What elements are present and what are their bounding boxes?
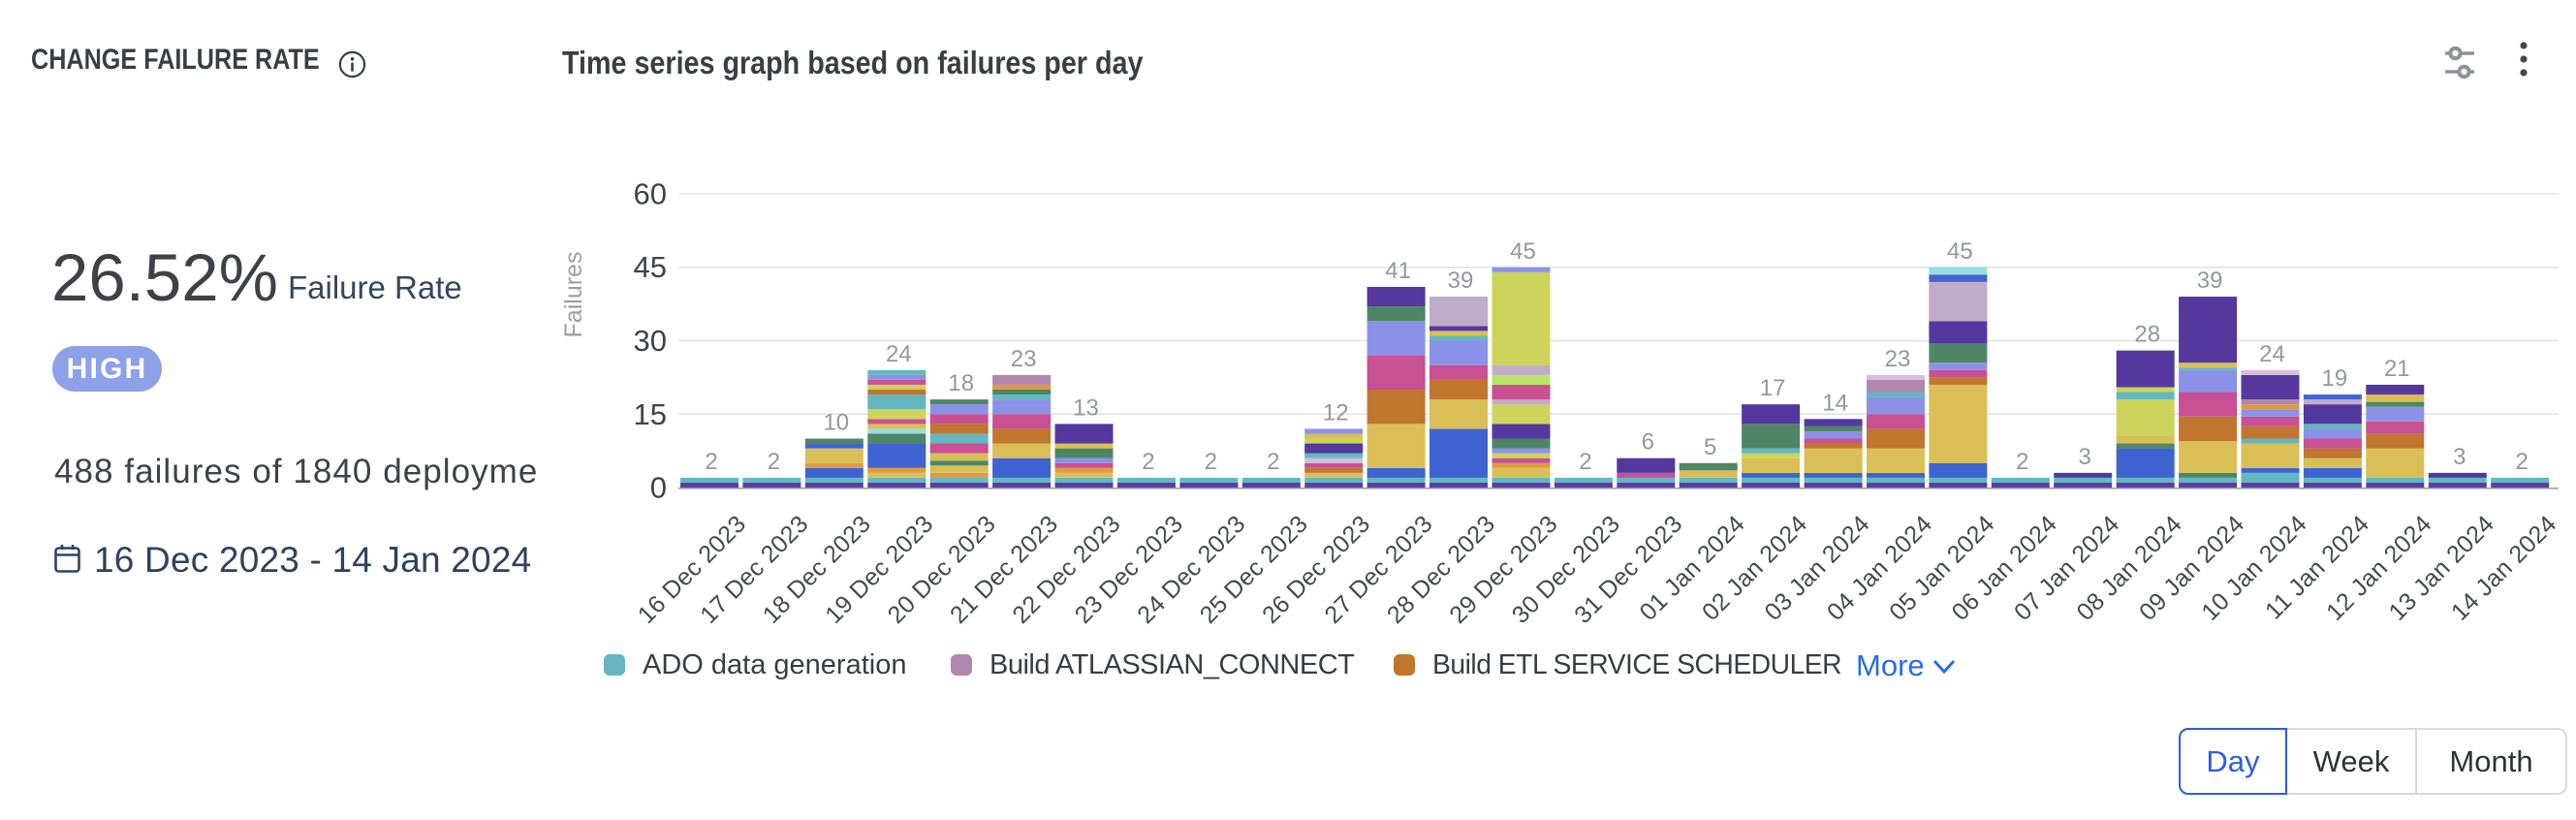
svg-text:45: 45 <box>1510 238 1536 265</box>
svg-text:60: 60 <box>634 177 667 211</box>
svg-text:2: 2 <box>1579 449 1591 475</box>
svg-text:0: 0 <box>650 471 667 505</box>
svg-text:6: 6 <box>1642 429 1654 456</box>
svg-text:27 Dec 2023: 27 Dec 2023 <box>1319 510 1437 628</box>
svg-text:23 Dec 2023: 23 Dec 2023 <box>1070 510 1188 628</box>
svg-text:39: 39 <box>2197 268 2223 294</box>
svg-text:25 Dec 2023: 25 Dec 2023 <box>1195 510 1313 628</box>
svg-text:23: 23 <box>1011 346 1037 372</box>
svg-text:20 Dec 2023: 20 Dec 2023 <box>883 510 1001 628</box>
svg-text:41: 41 <box>1385 258 1411 284</box>
svg-text:24: 24 <box>2259 341 2285 367</box>
svg-text:21: 21 <box>2384 356 2410 382</box>
svg-text:22 Dec 2023: 22 Dec 2023 <box>1007 510 1125 628</box>
svg-text:Failures: Failures <box>560 252 587 338</box>
svg-text:21 Dec 2023: 21 Dec 2023 <box>945 510 1063 628</box>
svg-text:15: 15 <box>634 397 667 431</box>
svg-text:39: 39 <box>1448 268 1474 294</box>
svg-text:18: 18 <box>948 370 974 396</box>
svg-text:12: 12 <box>1323 399 1349 426</box>
svg-text:30: 30 <box>634 324 667 358</box>
svg-text:2: 2 <box>1267 449 1279 475</box>
svg-text:5: 5 <box>1704 434 1716 460</box>
svg-text:17 Dec 2023: 17 Dec 2023 <box>695 510 813 628</box>
svg-text:28: 28 <box>2134 322 2160 348</box>
svg-text:17: 17 <box>1760 375 1786 401</box>
svg-text:18 Dec 2023: 18 Dec 2023 <box>758 510 876 628</box>
svg-text:28 Dec 2023: 28 Dec 2023 <box>1382 510 1500 628</box>
svg-text:3: 3 <box>2453 444 2466 470</box>
svg-text:14: 14 <box>1822 390 1848 416</box>
svg-text:23: 23 <box>1885 346 1911 372</box>
svg-text:45: 45 <box>1947 238 1973 265</box>
svg-text:24: 24 <box>886 341 912 367</box>
svg-text:16 Dec 2023: 16 Dec 2023 <box>633 510 751 628</box>
svg-text:2: 2 <box>705 449 717 475</box>
svg-text:2: 2 <box>2516 449 2529 475</box>
svg-text:30 Dec 2023: 30 Dec 2023 <box>1507 510 1625 628</box>
svg-text:31 Dec 2023: 31 Dec 2023 <box>1569 510 1687 628</box>
svg-text:10: 10 <box>823 410 849 436</box>
svg-text:2: 2 <box>768 449 780 475</box>
svg-text:19: 19 <box>2322 365 2348 392</box>
svg-text:26 Dec 2023: 26 Dec 2023 <box>1257 510 1375 628</box>
svg-text:45: 45 <box>634 250 667 284</box>
svg-text:2: 2 <box>2016 449 2028 475</box>
svg-text:2: 2 <box>1142 449 1154 475</box>
svg-text:13: 13 <box>1073 394 1099 421</box>
svg-text:2: 2 <box>1205 449 1217 475</box>
svg-text:3: 3 <box>2079 444 2091 470</box>
